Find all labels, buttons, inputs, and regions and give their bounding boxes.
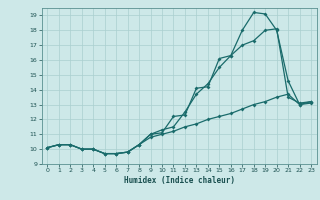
X-axis label: Humidex (Indice chaleur): Humidex (Indice chaleur) [124,176,235,185]
